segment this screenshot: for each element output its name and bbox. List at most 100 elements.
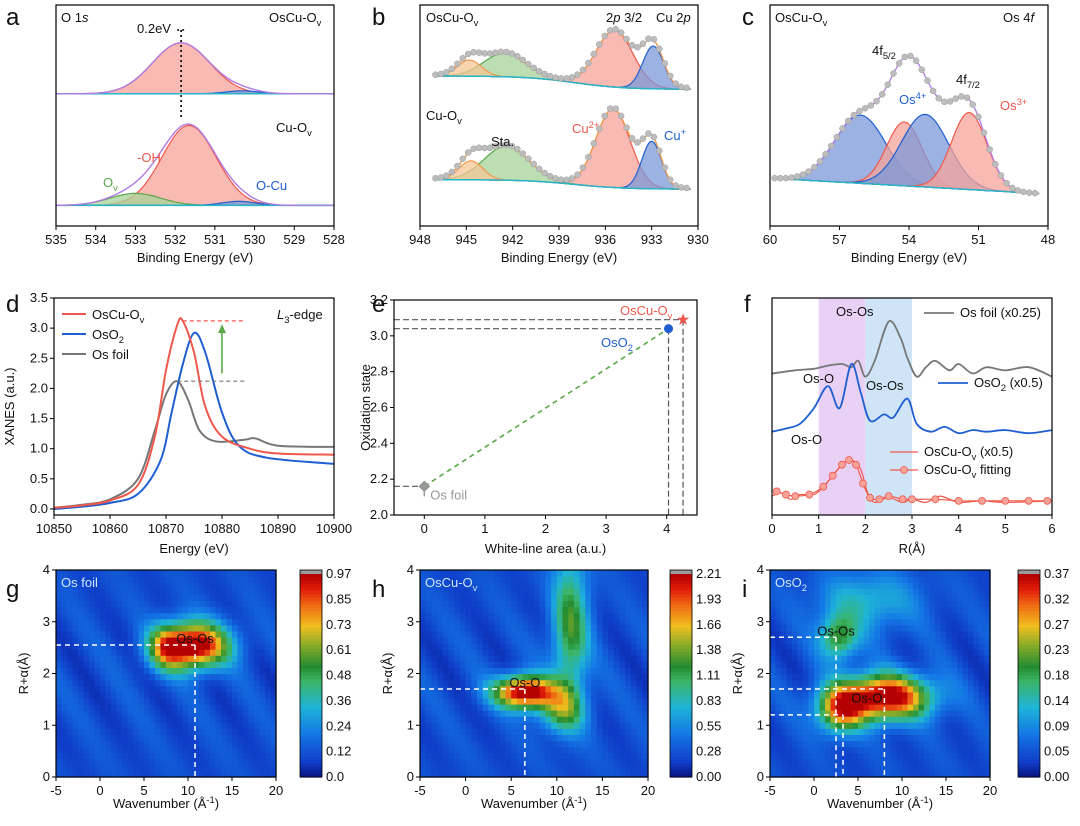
heatmap-cell (188, 594, 195, 602)
heatmap-cell (193, 764, 200, 772)
heatmap-cell (494, 710, 501, 717)
heatmap-cell (265, 667, 272, 675)
heatmap-cell (116, 679, 123, 687)
heatmap-cell (78, 740, 85, 748)
heatmap-cell (243, 746, 250, 754)
heatmap-cell (907, 703, 914, 711)
heatmap-cell (630, 612, 638, 620)
heatmap-cell (522, 752, 529, 760)
heatmap-cell (797, 594, 804, 602)
heatmap-cell (127, 624, 134, 632)
heatmap-cell (511, 770, 518, 778)
heatmap-cell (630, 667, 638, 675)
data-point (508, 142, 516, 150)
colorbar-step (300, 618, 322, 622)
heatmap-cell (420, 655, 427, 662)
heatmap-cell (847, 722, 854, 729)
heatmap-cell (511, 588, 518, 595)
heatmap-cell (573, 691, 581, 699)
heatmap-cell (448, 734, 455, 742)
heatmap-cell (957, 667, 964, 675)
heatmap-cell (534, 770, 541, 778)
heatmap-cell (636, 703, 643, 711)
x-tick-label: 0 (96, 783, 103, 798)
colorbar-frame (299, 569, 323, 778)
panel-label: c (742, 4, 754, 31)
heatmap-cell (907, 637, 914, 644)
heatmap-cell (534, 606, 541, 614)
heatmap-cell (138, 703, 145, 711)
data-point (437, 70, 445, 78)
heatmap-cell (642, 703, 649, 711)
heatmap-cell (573, 734, 581, 742)
heatmap-cell (204, 594, 211, 602)
heatmap-cell (913, 661, 920, 668)
heatmap-cell (78, 716, 85, 723)
heatmap-cell (210, 740, 217, 748)
heatmap-cell (935, 576, 942, 583)
heatmap-cell (471, 673, 478, 681)
heatmap-cell (625, 770, 632, 778)
heatmap-cell (144, 673, 151, 681)
heatmap-cell (814, 582, 821, 589)
heatmap-cell (522, 624, 529, 632)
heatmap-cell (477, 716, 484, 723)
heatmap-cell (968, 582, 975, 589)
heatmap-cell (968, 606, 975, 614)
heatmap-cell (863, 728, 870, 735)
heatmap-cell (193, 734, 200, 742)
heatmap-cell (874, 764, 881, 772)
heatmap-cell (243, 758, 250, 766)
heatmap-cell (979, 576, 986, 583)
heatmap-cell (556, 618, 564, 626)
heatmap-cell (477, 655, 484, 662)
heatmap-cell (973, 710, 980, 717)
heatmap-cell (885, 606, 892, 614)
colorbar-step (300, 746, 322, 751)
heatmap-cell (105, 649, 112, 656)
heatmap-cell (105, 630, 112, 638)
heatmap-cell (516, 594, 524, 602)
text-span: 4+ (916, 90, 927, 101)
heatmap-cell (608, 667, 615, 675)
heatmap-cell (243, 618, 250, 626)
heatmap-cell (83, 661, 90, 668)
heatmap-cell (808, 594, 815, 602)
heatmap-cell (902, 618, 909, 626)
heatmap-cell (968, 643, 975, 650)
heatmap-cell (885, 746, 892, 754)
heatmap-cell (237, 667, 244, 675)
heatmap-cell (100, 740, 107, 748)
heatmap-cell (67, 655, 74, 662)
heatmap-cell (116, 697, 123, 705)
heatmap-cell (874, 752, 881, 760)
heatmap-cell (602, 588, 609, 595)
heatmap-cell (105, 746, 112, 754)
heatmap-cell (984, 758, 991, 766)
heatmap-cell (265, 716, 272, 723)
heatmap-cell (929, 618, 936, 626)
heatmap-cell (116, 734, 123, 742)
heatmap-cell (138, 643, 145, 650)
heatmap-cell (105, 685, 112, 693)
colorbar-step (300, 692, 322, 697)
y-tick-label: 2 (43, 666, 50, 681)
heatmap-cell (841, 655, 848, 662)
heatmap-cell (232, 716, 239, 723)
heatmap-cell (215, 728, 222, 735)
text-span: s (82, 10, 89, 25)
heatmap-cell (556, 570, 564, 577)
heatmap-cell (122, 722, 129, 729)
heatmap-cell (979, 606, 986, 614)
heatmap-cell (946, 570, 953, 577)
heatmap-cell (819, 618, 826, 626)
heatmap-cell (425, 710, 432, 717)
heatmap-cell (448, 624, 455, 632)
heatmap-cell (166, 576, 173, 583)
heatmap-cell (885, 679, 892, 687)
heatmap-cell (797, 576, 804, 583)
heatmap-cell (918, 728, 925, 735)
heatmap-cell (539, 588, 546, 595)
heatmap-cell (539, 710, 546, 717)
heatmap-cell (56, 770, 63, 778)
